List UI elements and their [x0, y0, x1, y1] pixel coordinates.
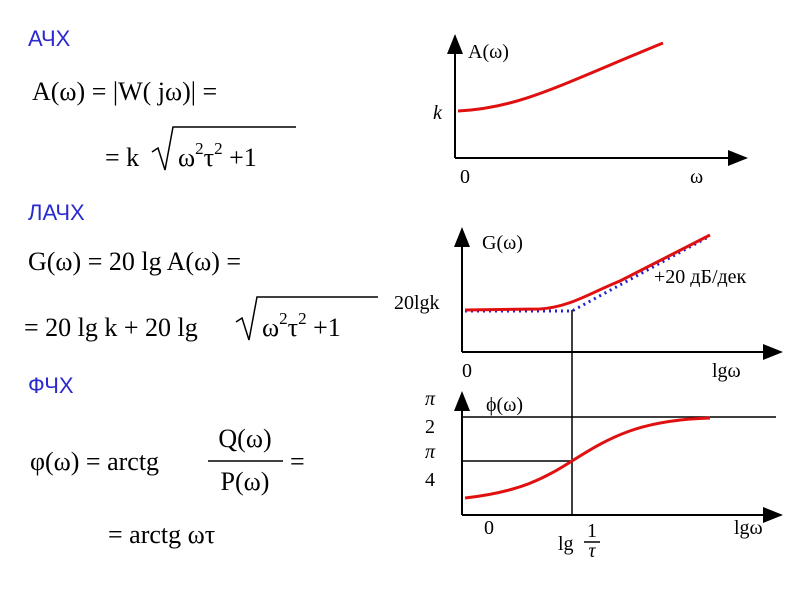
curve [457, 41, 664, 113]
curve [464, 233, 711, 312]
x-axis-label: lgω [712, 360, 741, 382]
x-mark-numerator: 1 [587, 520, 597, 542]
y-mark-denominator: 4 [425, 469, 435, 491]
y-mark-numerator: π [425, 441, 436, 463]
x-axis-label: ω [690, 166, 703, 188]
heading: АЧХ [28, 26, 71, 51]
origin-label: 0 [460, 166, 470, 188]
formula: = [290, 447, 305, 476]
curve [464, 416, 711, 500]
x-mark-prefix: lg [558, 533, 574, 555]
formula: = arctg ωτ [108, 520, 215, 549]
formula-part: ω [262, 313, 279, 342]
slope-label: +20 дБ/дек [654, 266, 747, 288]
origin-label: 0 [462, 360, 472, 382]
y-axis-label: ϕ(ω) [486, 394, 523, 416]
formula-part: 2 [195, 139, 204, 158]
asymptote [465, 234, 711, 313]
x-axis-label: lgω [734, 517, 763, 539]
formula-part: = k [105, 143, 139, 172]
fraction-denominator: P(ω) [221, 467, 270, 496]
sqrt-sign [235, 296, 378, 341]
formula: = k ω2τ2 +1 [105, 139, 257, 172]
formula: A(ω) = |W( jω)| = [32, 77, 217, 106]
formula-part: τ [204, 143, 214, 172]
formula: φ(ω) = arctg [30, 447, 159, 476]
formula: G(ω) = 20 lg A(ω) = [28, 247, 241, 276]
y-mark-numerator: π [425, 388, 436, 410]
sqrt-sign [151, 126, 296, 171]
formula: = 20 lg k + 20 lg ω2τ2 +1 [24, 309, 341, 342]
formula-part: τ [288, 313, 298, 342]
y-mark-denominator: 2 [425, 416, 435, 438]
x-mark-denominator: τ [588, 540, 596, 562]
y-axis-label: A(ω) [468, 41, 509, 63]
fraction-numerator: Q(ω) [218, 424, 271, 453]
formula-part: = 20 lg k + 20 lg [24, 313, 198, 342]
heading: ФЧХ [28, 373, 74, 398]
formula-part: 2 [214, 139, 223, 158]
origin-label: 0 [484, 517, 494, 539]
formula-part: 2 [298, 309, 307, 328]
y-mark-label: 20lgk [394, 292, 440, 314]
heading: ЛАЧХ [28, 200, 85, 225]
formula-part: 2 [279, 309, 288, 328]
formula-part: +1 [307, 313, 341, 342]
y-mark-label: k [433, 102, 443, 124]
formula-part: ω [178, 143, 195, 172]
formula-part: +1 [223, 143, 257, 172]
y-axis-label: G(ω) [482, 232, 523, 254]
